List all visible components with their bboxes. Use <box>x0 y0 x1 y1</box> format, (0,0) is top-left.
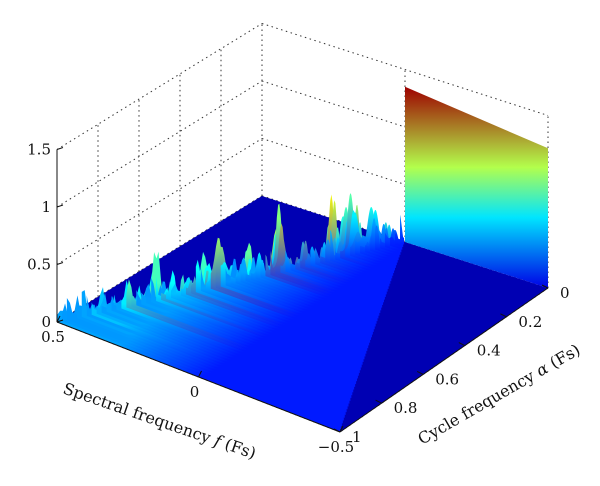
y-tick-mark <box>333 428 341 433</box>
y-tick-label: 0 <box>560 284 570 302</box>
z-tick-mark <box>56 147 64 150</box>
x-tick-mark <box>339 425 344 433</box>
y-tick-label: 0.8 <box>394 399 418 417</box>
z-tick-mark <box>56 204 64 208</box>
z-tick-mark <box>56 262 64 265</box>
grid-z-back-left <box>56 138 263 265</box>
surface-slice <box>320 207 390 287</box>
axes <box>56 147 549 433</box>
y-axis-line <box>339 287 549 433</box>
y-tick-label: 1 <box>352 428 362 446</box>
y-tick-mark <box>458 342 466 347</box>
y-tick-label: 0.4 <box>477 342 501 360</box>
grid-z-back-left <box>56 23 263 150</box>
z-tick-label: 1 <box>41 198 51 216</box>
x-tick-label: 0.5 <box>41 328 65 346</box>
surface-slice <box>395 233 404 248</box>
z-tick-label: 0 <box>41 313 51 331</box>
y-tick-label: 0.2 <box>518 313 542 331</box>
x-tick-mark <box>56 315 61 323</box>
grid-z-back-right <box>261 23 549 116</box>
z-tick-mark <box>56 319 64 323</box>
y-tick-mark <box>375 399 382 404</box>
surface-slice <box>400 214 405 245</box>
surface-mesh <box>57 193 405 432</box>
surface-slice <box>270 194 381 314</box>
z-tick-label: 0.5 <box>27 256 51 274</box>
surface-slice <box>275 200 382 311</box>
y-tick-mark <box>500 313 507 318</box>
z-tick-label: 1.5 <box>27 141 51 159</box>
y-tick-mark <box>416 370 424 375</box>
x-tick-mark <box>198 370 202 378</box>
grid-z-back-left <box>56 80 263 208</box>
y-tick-mark <box>541 284 549 289</box>
tick-labels: 00.511.50.50−0.500.20.40.60.81 <box>27 141 569 457</box>
y-tick-label: 0.6 <box>435 370 459 388</box>
x-tick-label: 0 <box>190 383 200 401</box>
x-tick-label: −0.5 <box>318 438 354 456</box>
alpha-zero-ridge <box>405 86 548 288</box>
ridge-sheet <box>405 86 548 288</box>
